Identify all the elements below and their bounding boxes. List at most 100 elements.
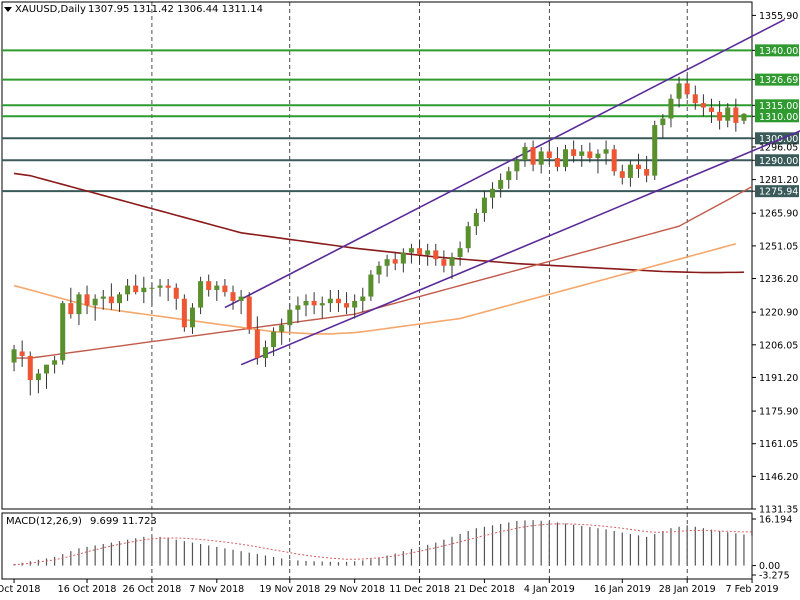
y-tick-label: 1310.00 bbox=[759, 112, 798, 123]
candle-body bbox=[214, 285, 220, 290]
candle-body bbox=[579, 151, 585, 156]
candle-body bbox=[84, 294, 90, 306]
candle-body bbox=[344, 303, 350, 308]
x-tick-label: 26 Oct 2018 bbox=[123, 584, 182, 595]
candle-body bbox=[76, 294, 82, 315]
y-tick-label: 1355.90 bbox=[759, 11, 798, 22]
y-tick-label: 1161.05 bbox=[759, 439, 798, 450]
candle-body bbox=[319, 303, 325, 306]
candle-body bbox=[262, 347, 268, 359]
y-tick-label: 1251.05 bbox=[759, 241, 798, 252]
candle-body bbox=[206, 281, 212, 290]
trend-channel-line bbox=[240, 130, 800, 366]
candle-body bbox=[198, 281, 204, 308]
candle-body bbox=[238, 296, 244, 301]
candle-body bbox=[392, 259, 398, 264]
candle-body bbox=[449, 256, 455, 266]
candle-body bbox=[514, 160, 520, 172]
x-tick-label: 16 Jan 2019 bbox=[594, 584, 651, 595]
candle-body bbox=[116, 294, 122, 304]
candle-body bbox=[157, 285, 163, 288]
candle-body bbox=[619, 171, 625, 178]
candle-body bbox=[530, 147, 536, 165]
candle-body bbox=[271, 331, 277, 348]
y-tick-label: 1206.05 bbox=[759, 340, 798, 351]
candle-body bbox=[376, 265, 382, 275]
candle-body bbox=[546, 151, 552, 159]
candle-body bbox=[636, 164, 642, 170]
y-tick-label: 1191.20 bbox=[759, 373, 798, 384]
y-tick-label: 1290.00 bbox=[759, 156, 798, 167]
macd-values: 9.699 11.723 bbox=[90, 516, 157, 527]
candle-body bbox=[19, 351, 25, 356]
candle-body bbox=[676, 83, 682, 99]
candle-body bbox=[522, 147, 528, 161]
macd-signal-line bbox=[14, 523, 753, 566]
candle-body bbox=[27, 355, 33, 381]
candle-body bbox=[52, 360, 58, 365]
candle-body bbox=[538, 151, 544, 165]
candle-body bbox=[165, 285, 171, 288]
candle-body bbox=[43, 364, 50, 374]
candle-body bbox=[35, 373, 41, 381]
ma-dark-line bbox=[13, 172, 744, 274]
candle-body bbox=[181, 298, 187, 328]
candle-body bbox=[587, 151, 593, 159]
candle-body bbox=[133, 285, 139, 293]
candle-body bbox=[108, 296, 114, 304]
candle-body bbox=[100, 296, 106, 299]
x-tick-label: 4 Oct 2018 bbox=[0, 584, 40, 595]
candle-body bbox=[627, 164, 633, 178]
candle-body bbox=[611, 149, 617, 172]
ma-light-line bbox=[13, 243, 737, 335]
price-level-tag bbox=[755, 110, 799, 123]
candle-body bbox=[725, 107, 731, 121]
candle-body bbox=[603, 149, 609, 154]
y-tick-label: 1236.20 bbox=[759, 274, 798, 285]
candle-body bbox=[246, 296, 252, 330]
candle-body bbox=[660, 118, 666, 126]
y-tick-label: 1131.35 bbox=[759, 505, 798, 516]
candle-body bbox=[700, 103, 706, 108]
price-level-tag bbox=[755, 99, 799, 112]
candle-body bbox=[425, 250, 431, 255]
y-tick-label: 1146.20 bbox=[759, 472, 798, 483]
candle-body bbox=[68, 303, 74, 315]
chart-symbol: XAUUSD,Daily bbox=[15, 4, 86, 15]
price-level-tag bbox=[755, 154, 799, 167]
candle-body bbox=[717, 111, 723, 121]
candle-body bbox=[498, 180, 504, 189]
x-tick-label: 16 Oct 2018 bbox=[58, 584, 117, 595]
candle-body bbox=[473, 213, 479, 227]
candle-body bbox=[400, 252, 406, 264]
candle-body bbox=[92, 298, 98, 306]
candle-body bbox=[554, 158, 560, 167]
candle-body bbox=[222, 285, 228, 293]
candle-body bbox=[311, 300, 317, 306]
collapse-arrow-icon[interactable] bbox=[4, 7, 12, 12]
x-tick-label: 4 Jan 2019 bbox=[524, 584, 575, 595]
x-tick-label: 11 Dec 2018 bbox=[389, 584, 450, 595]
y-tick-label: 1281.20 bbox=[759, 175, 798, 186]
y-tick-label: 1275.94 bbox=[759, 187, 798, 198]
candle-body bbox=[368, 274, 374, 297]
candle-body bbox=[684, 83, 690, 95]
candle-body bbox=[360, 296, 366, 301]
y-tick-label: 1326.69 bbox=[759, 75, 798, 86]
candle-body bbox=[595, 153, 601, 159]
ma-mid-line bbox=[14, 186, 753, 359]
candle-body bbox=[125, 285, 131, 295]
candle-body bbox=[287, 309, 293, 326]
candle-body bbox=[327, 298, 333, 304]
candle-body bbox=[733, 107, 739, 123]
candle-body bbox=[189, 307, 195, 328]
x-tick-label: 19 Nov 2018 bbox=[259, 584, 320, 595]
y-tick-label: 1175.90 bbox=[759, 407, 798, 418]
trend-channel-line bbox=[224, 18, 785, 309]
candle-body bbox=[417, 248, 423, 255]
main-plot-frame bbox=[1, 1, 753, 510]
macd-y-tick-label: 16.194 bbox=[759, 515, 792, 526]
macd-y-tick-label: -3.275 bbox=[759, 571, 790, 582]
candle-body bbox=[408, 248, 414, 253]
